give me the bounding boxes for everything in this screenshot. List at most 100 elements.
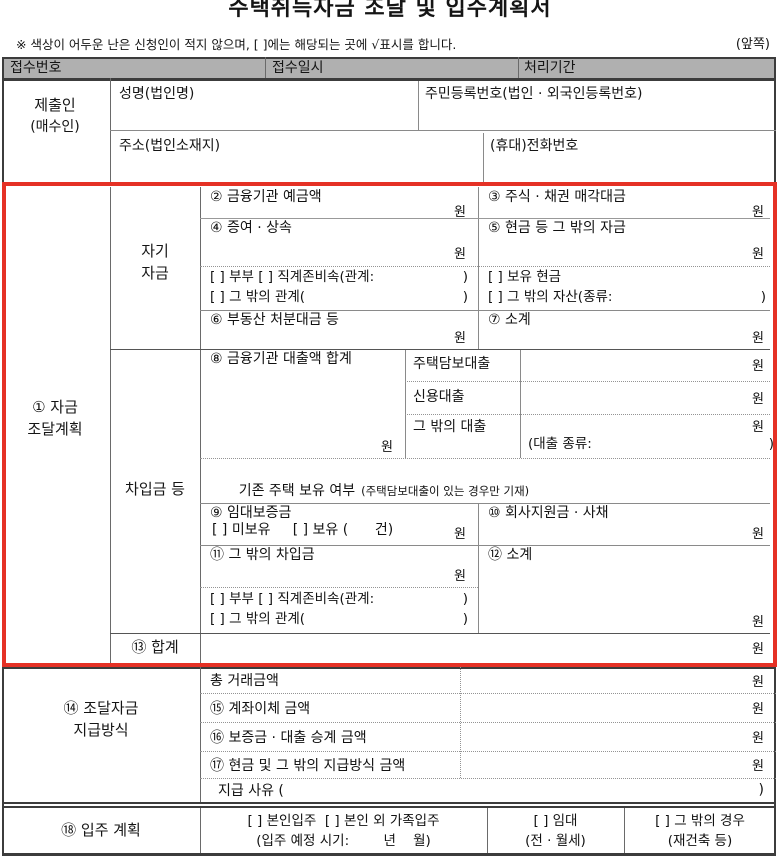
borrowings-label: 차입금 등 [125, 480, 185, 498]
stock-sale-amount-field[interactable]: ③ 주식 · 채권 매각대금 원 [478, 187, 776, 220]
phone-field[interactable]: (휴대)전화번호 [484, 131, 775, 181]
mortgage-loan-label: 주택담보대출 [413, 356, 491, 372]
won-unit: 원 [752, 642, 764, 657]
name-field[interactable]: 성명(법인명) [111, 79, 417, 129]
payment-reason-label: 지급 사유 ( [218, 783, 284, 799]
hold-cash-option: [ ] 보유 현금 [488, 269, 562, 286]
divider [110, 349, 770, 350]
divider [200, 693, 776, 694]
movein-plan-label: ⑱ 입주 계획 [61, 821, 141, 839]
divider [487, 808, 488, 853]
movein-self-option-line2: (입주 예정 시기: 년 월) [256, 833, 431, 849]
loan-kind-field[interactable]: (대출 종류: ) [520, 436, 774, 453]
borrow-relation-checkbox-line1[interactable]: [ ] 부부 [ ] 직계존비속(관계: ) [210, 591, 468, 608]
existing-house-row: 기존 주택 보유 여부 (주택담보대출이 있는 경우만 기재) [ ] 미보유 [… [200, 458, 776, 538]
funding-plan-label-line1: ① 자금 [32, 398, 78, 416]
bank-loan-total-amount-field[interactable]: ⑧ 금융기관 대출액 합계 원 [200, 349, 405, 457]
won-unit: 원 [752, 731, 764, 746]
processing-period-label: 처리기간 [524, 60, 576, 76]
divider [624, 808, 625, 853]
transfer-amount-field[interactable]: ⑮ 계좌이체 금액 원 [200, 693, 776, 722]
cash-etc-amount-field[interactable]: ⑤ 현금 등 그 밖의 자금 원 [478, 218, 776, 264]
divider [200, 545, 770, 546]
divider [405, 414, 770, 415]
gift-relation-checkbox-line1[interactable]: [ ] 부부 [ ] 직계존비속(관계: ) [210, 269, 468, 286]
borrow-subtotal-amount-field[interactable]: ⑫ 소계 원 [478, 545, 776, 632]
address-field[interactable]: 주소(법인소재지) [111, 131, 482, 181]
receipt-row-bottom-border [2, 78, 776, 81]
existing-house-title: 기존 주택 보유 여부 [238, 483, 356, 499]
credit-loan-label: 신용대출 [413, 389, 465, 405]
divider [110, 633, 770, 634]
divider [200, 310, 770, 311]
won-unit: 원 [752, 247, 764, 262]
borrow-relation-option1: [ ] 부부 [ ] 직계존비속(관계: [210, 590, 375, 607]
gift-relation-option2: [ ] 그 밖의 관계( [210, 288, 306, 305]
borrow-relation-checkbox-line2[interactable]: [ ] 그 밖의 관계( ) [210, 611, 468, 628]
self-subtotal-label: ⑦ 소계 [488, 312, 531, 328]
self-funds-label-line2: 자금 [141, 264, 169, 282]
won-unit: 원 [752, 527, 764, 542]
registration-number-field[interactable]: 주민등록번호(법인 · 외국인등록번호) [419, 79, 775, 129]
divider [483, 133, 484, 182]
payment-reason-field[interactable]: 지급 사유 ( ) [200, 778, 776, 802]
divider [2, 182, 776, 183]
gift-inheritance-amount-field[interactable]: ④ 증여 · 상속 원 [200, 218, 478, 264]
won-unit: 원 [752, 674, 764, 690]
double-rule-bottom [2, 806, 776, 808]
close-paren: ) [760, 288, 766, 305]
close-paren: ) [462, 590, 468, 607]
existing-house-options[interactable]: [ ] 미보유 [ ] 보유 ( 건) [212, 522, 394, 538]
other-loan-label: 그 밖의 대출 [413, 419, 487, 435]
won-unit: 원 [454, 205, 466, 220]
movein-other-option-line2: (재건축 등) [667, 833, 733, 849]
movein-rent-option-cell[interactable]: [ ] 임대 (전 · 월세) [487, 811, 624, 851]
double-rule-top [2, 802, 776, 804]
divider [265, 57, 266, 78]
bank-deposit-amount-field[interactable]: ② 금융기관 예금액 원 [200, 187, 478, 220]
credit-loan-amount-field[interactable]: 원 [520, 381, 776, 413]
won-unit: 원 [381, 440, 393, 455]
bank-loan-total-label: ⑧ 금융기관 대출액 합계 [210, 351, 352, 367]
succession-amount-field[interactable]: ⑯ 보증금 · 대출 승계 금액 원 [200, 722, 776, 751]
other-borrowing-label: ⑪ 그 밖의 차입금 [210, 547, 315, 563]
other-asset-checkbox-line[interactable]: [ ] 그 밖의 자산(종류: ) [488, 289, 766, 306]
transfer-amount-label: ⑮ 계좌이체 금액 [210, 700, 311, 717]
total-transaction-amount-field[interactable]: 총 거래금액 원 [200, 667, 776, 693]
gift-inheritance-label: ④ 증여 · 상속 [210, 220, 292, 236]
rental-deposit-label: ⑨ 임대보증금 [210, 505, 292, 521]
name-field-label: 성명(법인명) [119, 86, 195, 102]
company-loan-label: ⑩ 회사지원금 · 사채 [488, 505, 609, 521]
phone-field-label: (휴대)전화번호 [490, 138, 579, 154]
gift-relation-checkbox-line2[interactable]: [ ] 그 밖의 관계( ) [210, 289, 468, 306]
cash-payment-amount-field[interactable]: ⑰ 현금 및 그 밖의 지급방식 금액 원 [200, 751, 776, 778]
estate-sale-amount-field[interactable]: ⑥ 부동산 처분대금 등 원 [200, 310, 478, 348]
funding-plan-label-line2: 조달계획 [27, 420, 83, 438]
grand-total-amount-field[interactable]: 원 [200, 633, 776, 662]
estate-sale-label: ⑥ 부동산 처분대금 등 [210, 312, 339, 328]
other-asset-option: [ ] 그 밖의 자산(종류: [488, 288, 613, 305]
payment-method-label-line1: ⑭ 조달자금 [63, 699, 139, 717]
borrow-relation-checkbox-group: [ ] 부부 [ ] 직계존비속(관계: ) [ ] 그 밖의 관계( ) [200, 587, 478, 632]
company-loan-amount-field[interactable]: ⑩ 회사지원금 · 사채 원 [478, 503, 776, 544]
receipt-row-bg [4, 59, 774, 78]
won-unit: 원 [752, 391, 764, 407]
divider [200, 778, 776, 779]
submitter-label: 제출인 [34, 96, 76, 114]
table-top-border [2, 57, 776, 59]
stock-sale-label: ③ 주식 · 채권 매각대금 [488, 189, 626, 205]
mortgage-loan-amount-field[interactable]: 원 [520, 349, 776, 380]
other-loan-amount-field[interactable]: 원 [520, 414, 776, 436]
close-paren: ) [462, 288, 468, 305]
won-unit: 원 [454, 331, 466, 346]
hold-cash-checkbox-line[interactable]: [ ] 보유 현금 [488, 269, 766, 286]
movein-other-option-cell[interactable]: [ ] 그 밖의 경우 (재건축 등) [624, 811, 776, 851]
rental-deposit-amount-field[interactable]: ⑨ 임대보증금 원 [200, 503, 478, 544]
self-subtotal-amount-field[interactable]: ⑦ 소계 원 [478, 310, 776, 348]
page-side-marker: (앞쪽) [735, 37, 770, 52]
cash-type-checkbox-group: [ ] 보유 현금 [ ] 그 밖의 자산(종류: ) [478, 266, 776, 309]
other-borrowing-amount-field[interactable]: ⑪ 그 밖의 차입금 원 [200, 545, 478, 586]
divider [200, 218, 770, 219]
movein-self-option-cell[interactable]: [ ] 본인입주 [ ] 본인 외 가족입주 (입주 예정 시기: 년 월) [200, 811, 487, 851]
